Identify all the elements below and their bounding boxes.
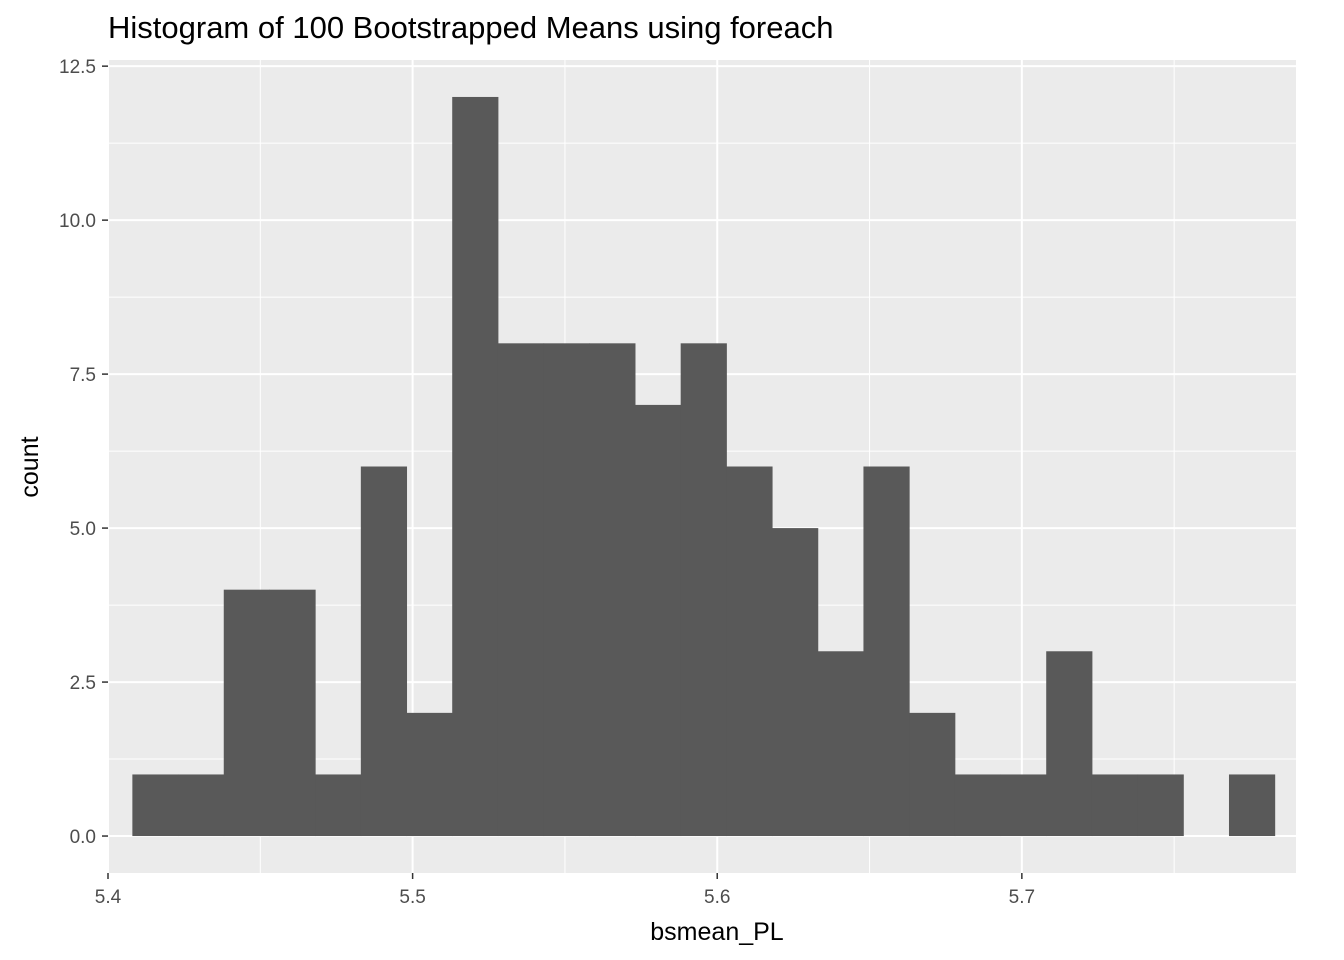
x-tick-label: 5.6 <box>704 887 730 908</box>
x-tick-label: 5.5 <box>399 887 425 908</box>
histogram-bar <box>863 466 910 837</box>
y-tick-label: 2.5 <box>70 673 96 694</box>
histogram-bar <box>680 343 727 837</box>
histogram-bar <box>1228 774 1276 837</box>
histogram-bar <box>497 343 545 837</box>
histogram-bar <box>543 343 590 837</box>
histogram-bar <box>360 466 408 837</box>
histogram-bar <box>1137 774 1184 837</box>
histogram-bar <box>634 404 682 837</box>
histogram-bars <box>132 96 1276 837</box>
histogram-bar <box>726 466 773 837</box>
y-tick-label: 0.0 <box>70 827 96 848</box>
histogram-bar <box>452 96 499 837</box>
x-tick-label: 5.4 <box>95 887 122 908</box>
histogram-bar <box>178 774 225 837</box>
histogram-bar <box>269 589 316 837</box>
y-tick-label: 12.5 <box>59 57 96 78</box>
y-tick-label: 5.0 <box>70 519 96 540</box>
histogram-bar <box>1000 774 1047 837</box>
chart-title: Histogram of 100 Bootstrapped Means usin… <box>108 10 834 45</box>
histogram-bar <box>954 774 1002 837</box>
histogram-bar <box>1091 774 1139 837</box>
y-tick-label: 7.5 <box>70 365 96 386</box>
histogram-bar <box>406 712 453 837</box>
y-axis-title: count <box>16 436 44 497</box>
histogram-bar <box>1046 651 1093 837</box>
y-tick-label: 10.0 <box>59 211 96 232</box>
histogram-bar <box>909 712 956 837</box>
histogram-bar <box>223 589 270 837</box>
x-axis-title: bsmean_PL <box>650 918 784 946</box>
x-axis: 5.4 5.5 5.6 5.7 <box>95 873 1035 908</box>
y-axis: 0.0 2.5 5.0 7.5 10.0 12.5 <box>59 57 108 848</box>
histogram-bar <box>772 528 819 837</box>
histogram-bar <box>132 774 179 837</box>
x-tick-label: 5.7 <box>1009 887 1035 908</box>
histogram-bar <box>315 774 362 837</box>
histogram-bar <box>589 343 636 837</box>
histogram-bar <box>817 651 864 837</box>
